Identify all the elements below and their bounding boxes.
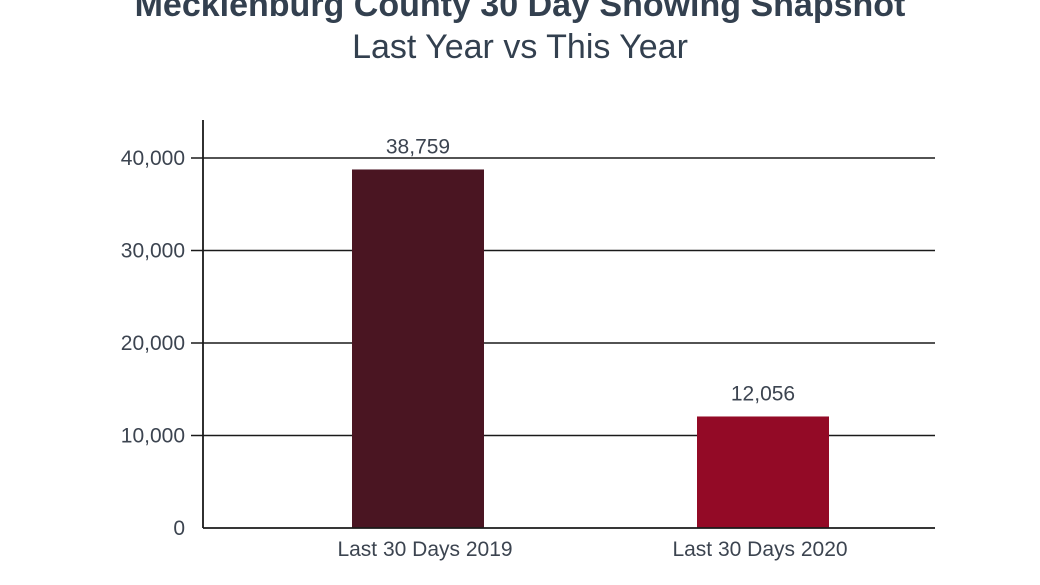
y-tick-label: 0 [173,517,185,540]
chart-title: Mecklenburg County 30 Day Showing Snapsh… [135,0,906,24]
x-category-label: Last 30 Days 2020 [672,538,847,561]
bars [352,169,829,528]
labels: 0 10,000 20,000 30,000 40,000 38,759 Last 30 D… [121,135,848,561]
y-tick-label: 30,000 [121,240,185,263]
x-category-label: Last 30 Days 2019 [337,538,512,561]
bar-value-label: 12,056 [731,382,795,405]
y-tick-label: 40,000 [121,147,185,170]
y-tick-label: 20,000 [121,332,185,355]
bar-value-label: 38,759 [386,135,450,158]
bar [697,416,829,528]
chart-subtitle: Last Year vs This Year [352,28,688,66]
y-tick-label: 10,000 [121,425,185,448]
axes [202,120,935,529]
bar [352,169,484,528]
gridlines [191,157,935,437]
